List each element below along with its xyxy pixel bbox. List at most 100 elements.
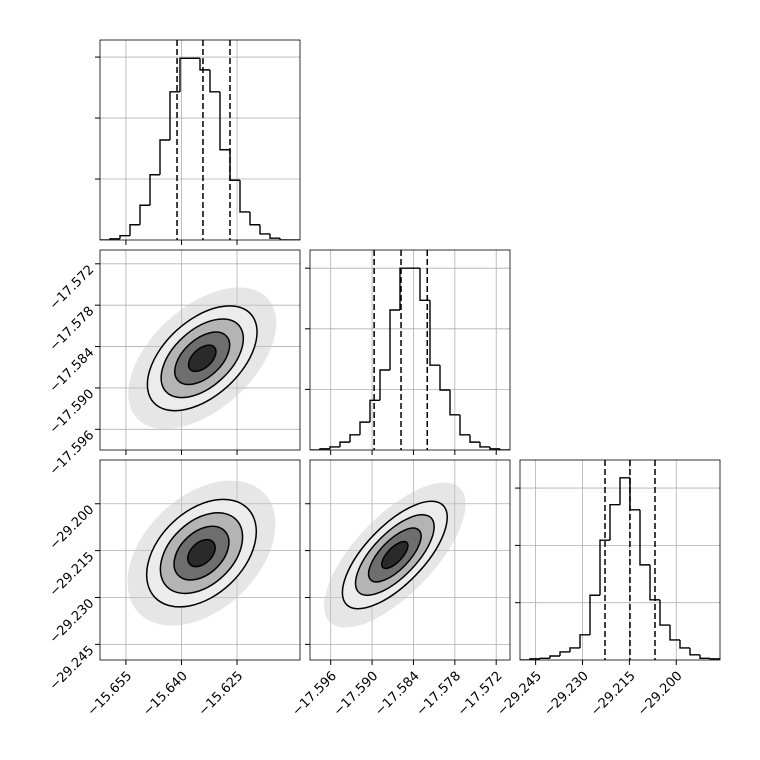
histogram-bin — [459, 414, 470, 436]
contour — [173, 525, 230, 581]
x-tick-label: −17.596 — [290, 669, 340, 719]
histogram-bin — [449, 390, 460, 416]
histogram-bin — [219, 91, 230, 151]
panel — [305, 249, 511, 455]
y-tick-label: −17.572 — [47, 262, 97, 312]
histogram-bin — [229, 149, 240, 181]
histogram-bin — [439, 365, 450, 391]
x-tick-label: −17.578 — [414, 669, 464, 719]
density-fill — [381, 541, 408, 569]
contour — [380, 540, 409, 570]
histogram-bin — [159, 139, 170, 175]
histogram-bin — [489, 446, 500, 450]
y-tick-label: −29.230 — [47, 596, 97, 646]
histogram-bin — [469, 434, 480, 443]
y-tick-label: −29.215 — [47, 549, 97, 599]
histogram-bin — [339, 441, 350, 447]
histogram-bin — [429, 300, 440, 366]
panel: −17.596−17.590−17.584−17.578−17.572 — [290, 459, 511, 719]
panel — [95, 39, 301, 245]
histogram-bin — [239, 180, 250, 213]
panel-frame — [309, 249, 511, 451]
histogram-bin — [199, 58, 210, 71]
density-fill — [187, 539, 216, 567]
histogram-bin — [669, 625, 680, 641]
histogram-bin — [699, 654, 710, 659]
histogram-bin — [139, 204, 150, 225]
histogram-bin — [209, 69, 220, 93]
x-tick-label: −15.640 — [140, 669, 190, 719]
contour — [354, 513, 435, 597]
x-tick-label: −29.215 — [588, 669, 638, 719]
histogram-bin — [679, 639, 690, 649]
histogram-bin — [179, 57, 190, 92]
histogram-bin — [419, 268, 430, 302]
panel-frame — [99, 249, 301, 451]
histogram-bin — [359, 421, 370, 435]
histogram-bin — [119, 235, 130, 239]
histogram-bin — [639, 509, 650, 566]
x-tick-label: −29.200 — [635, 669, 685, 719]
histogram-bin — [389, 309, 400, 370]
histogram-bin — [569, 647, 580, 652]
contour — [160, 318, 245, 399]
contour — [367, 527, 422, 583]
histogram-bin — [689, 647, 700, 656]
histogram — [520, 477, 720, 660]
x-tick-label: −15.625 — [196, 669, 246, 719]
histogram-bin — [649, 564, 660, 601]
y-tick-label: −17.584 — [47, 345, 97, 395]
y-tick-label: −17.596 — [47, 428, 97, 478]
histogram-bin — [629, 477, 640, 511]
histogram-bin — [499, 448, 510, 450]
panel: −15.655 −15.640 −15.625−29.245−29.230−29.2… — [47, 459, 301, 719]
x-tick-label: −29.230 — [541, 669, 591, 719]
histogram-bin — [269, 233, 280, 239]
histogram-bin — [399, 267, 410, 310]
contour — [174, 331, 231, 386]
y-tick-label: −17.578 — [47, 304, 97, 354]
x-tick-label: −15.655 — [85, 669, 135, 719]
histogram-bin — [559, 651, 570, 656]
histogram-bin — [329, 446, 340, 449]
histogram-bin — [319, 448, 330, 450]
histogram-bin — [709, 658, 720, 660]
histogram-bin — [109, 238, 120, 240]
density — [127, 480, 276, 626]
density — [324, 482, 466, 628]
histogram-bin — [609, 503, 620, 541]
histogram-bin — [249, 211, 260, 226]
panel-frame — [99, 39, 301, 241]
contour — [146, 305, 258, 412]
histogram — [310, 267, 510, 450]
density — [128, 287, 277, 430]
histogram-bin — [659, 599, 670, 626]
histogram-bin — [379, 369, 390, 401]
histogram-bin — [169, 91, 180, 140]
x-tick-label: −17.590 — [331, 669, 381, 719]
y-tick-label: −29.200 — [47, 502, 97, 552]
panel: −29.245−29.230−29.215−29.200 — [494, 459, 721, 719]
histogram-bin — [259, 224, 270, 235]
histogram-bin — [369, 399, 380, 423]
histogram-bin — [579, 634, 590, 648]
panel-frame — [309, 459, 511, 661]
histogram — [100, 57, 300, 240]
panel-frame — [519, 459, 721, 661]
histogram-bin — [149, 174, 160, 206]
panel: −17.596−17.590−17.584−17.578−17.572 — [47, 249, 301, 478]
histogram-bin — [479, 442, 490, 448]
histogram-bin — [349, 434, 360, 443]
contour — [187, 538, 216, 568]
contour — [145, 498, 258, 608]
contour — [187, 344, 217, 373]
panel-frame — [99, 459, 301, 661]
histogram-bin — [539, 657, 550, 659]
histogram-bin — [599, 539, 610, 596]
x-tick-label: −17.584 — [372, 669, 422, 719]
contour — [159, 512, 244, 595]
contour — [341, 500, 448, 610]
y-tick-label: −29.245 — [47, 643, 97, 693]
histogram-bin — [129, 224, 140, 236]
